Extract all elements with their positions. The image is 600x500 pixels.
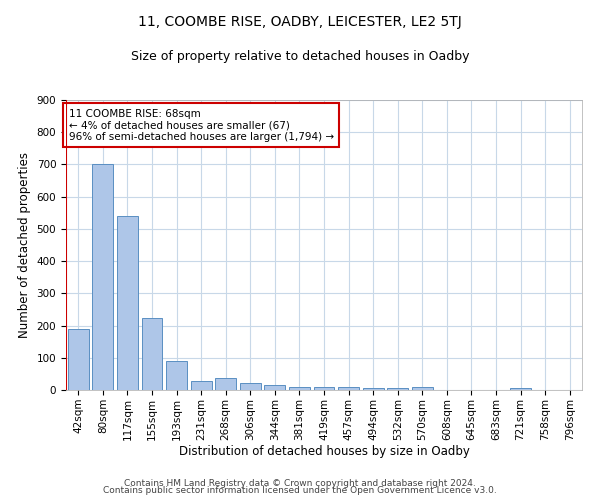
Bar: [362, 388, 383, 390]
Bar: [510, 388, 531, 390]
Text: 11 COOMBE RISE: 68sqm
← 4% of detached houses are smaller (67)
96% of semi-detac: 11 COOMBE RISE: 68sqm ← 4% of detached h…: [68, 108, 334, 142]
Bar: [92, 164, 113, 390]
Text: Contains HM Land Registry data © Crown copyright and database right 2024.: Contains HM Land Registry data © Crown c…: [124, 478, 476, 488]
X-axis label: Distribution of detached houses by size in Oadby: Distribution of detached houses by size …: [179, 446, 469, 458]
Text: Size of property relative to detached houses in Oadby: Size of property relative to detached ho…: [131, 50, 469, 63]
Bar: [314, 387, 334, 390]
Bar: [166, 361, 187, 390]
Text: 11, COOMBE RISE, OADBY, LEICESTER, LE2 5TJ: 11, COOMBE RISE, OADBY, LEICESTER, LE2 5…: [138, 15, 462, 29]
Bar: [387, 388, 408, 390]
Bar: [117, 216, 138, 390]
Bar: [338, 387, 359, 390]
Y-axis label: Number of detached properties: Number of detached properties: [18, 152, 31, 338]
Bar: [142, 318, 163, 390]
Bar: [412, 388, 433, 390]
Bar: [240, 383, 261, 390]
Bar: [289, 387, 310, 390]
Bar: [191, 381, 212, 390]
Text: Contains public sector information licensed under the Open Government Licence v3: Contains public sector information licen…: [103, 486, 497, 495]
Bar: [68, 329, 89, 390]
Bar: [265, 386, 286, 390]
Bar: [215, 378, 236, 390]
